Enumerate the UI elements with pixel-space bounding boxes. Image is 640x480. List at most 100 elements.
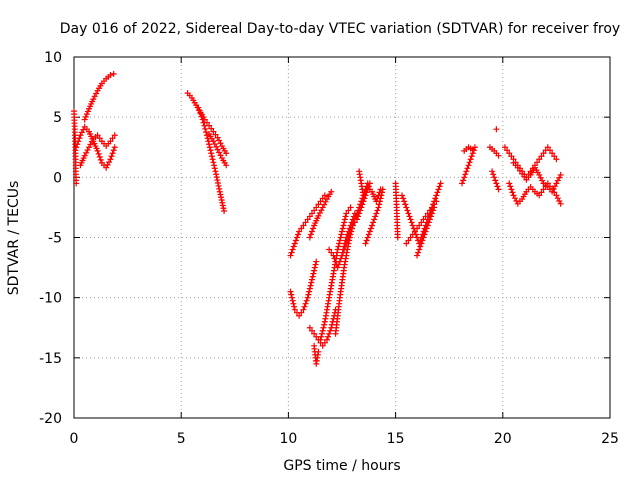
data-point <box>508 153 515 160</box>
series-arc-i <box>287 258 320 319</box>
data-point <box>416 222 423 229</box>
data-point <box>197 110 204 117</box>
data-point <box>407 234 414 241</box>
data-point <box>367 225 374 232</box>
data-point <box>341 216 348 223</box>
data-point <box>292 237 299 244</box>
data-point <box>470 147 477 154</box>
data-point <box>432 195 439 202</box>
x-tick-label: 0 <box>70 431 79 447</box>
data-point <box>110 147 117 154</box>
data-point <box>557 171 564 178</box>
data-point <box>409 222 416 229</box>
data-point <box>201 122 208 129</box>
x-tick-label: 20 <box>494 431 512 447</box>
data-point <box>310 270 317 277</box>
data-point <box>218 197 225 204</box>
data-point <box>416 246 423 253</box>
data-point <box>341 246 348 253</box>
data-point <box>464 165 471 172</box>
data-point <box>378 192 385 199</box>
data-point <box>346 231 353 238</box>
data-point <box>351 216 358 223</box>
data-point <box>111 144 118 151</box>
data-point <box>436 183 443 190</box>
data-point <box>335 261 342 268</box>
data-point <box>318 330 325 337</box>
data-point <box>347 204 354 211</box>
data-point <box>75 138 82 145</box>
data-point <box>490 171 497 178</box>
data-point <box>510 192 517 199</box>
data-point <box>493 126 500 133</box>
data-point <box>538 189 545 196</box>
data-point <box>414 225 421 232</box>
data-point <box>318 333 325 340</box>
data-point <box>306 213 313 220</box>
data-point <box>427 213 434 220</box>
data-point <box>198 113 205 120</box>
data-point <box>308 210 315 217</box>
data-point <box>347 228 354 235</box>
data-point <box>211 162 218 169</box>
series-arc-j <box>306 306 339 349</box>
series-arc-r <box>356 168 371 199</box>
data-point <box>419 237 426 244</box>
series-arc-g <box>206 131 230 169</box>
data-point <box>219 202 226 209</box>
data-point <box>554 177 561 184</box>
data-point <box>81 116 88 123</box>
data-point <box>342 243 349 250</box>
data-point <box>354 210 361 217</box>
data-point <box>426 216 433 223</box>
series-arc-l <box>306 188 335 241</box>
data-point <box>288 249 295 256</box>
data-point <box>495 152 502 159</box>
data-point <box>209 156 216 163</box>
data-point <box>340 249 347 256</box>
data-point <box>406 213 413 220</box>
axis-ticks <box>73 56 611 419</box>
data-point <box>344 237 351 244</box>
chart-title: Day 016 of 2022, Sidereal Day-to-day VTE… <box>60 21 620 37</box>
data-point <box>220 205 227 212</box>
data-point <box>348 225 355 232</box>
data-point <box>489 168 496 175</box>
data-point <box>372 213 379 220</box>
data-point <box>339 228 345 235</box>
data-point <box>83 149 90 156</box>
data-point <box>336 237 343 244</box>
data-point <box>551 183 558 190</box>
data-point <box>313 258 320 265</box>
data-point <box>306 285 313 292</box>
data-point <box>511 195 518 202</box>
data-point <box>210 159 217 166</box>
data-point <box>460 177 467 184</box>
data-point <box>317 336 324 343</box>
data-point <box>308 279 315 286</box>
data-point <box>213 174 220 181</box>
data-point <box>405 237 412 244</box>
series-arc-ad <box>510 159 564 195</box>
data-point <box>213 143 220 150</box>
data-point <box>86 144 93 151</box>
data-point <box>313 333 320 340</box>
data-point <box>291 306 298 313</box>
data-point <box>319 327 326 334</box>
data-point <box>97 156 104 163</box>
data-point <box>96 153 103 160</box>
data-point <box>223 150 230 157</box>
data-point <box>373 210 380 217</box>
data-point <box>308 276 315 283</box>
data-point <box>429 210 436 217</box>
data-point <box>196 107 203 114</box>
data-point <box>504 147 511 154</box>
series-arc-aa <box>493 126 500 133</box>
data-point <box>108 153 115 160</box>
data-point <box>82 113 89 120</box>
data-point <box>95 150 102 157</box>
data-point <box>357 201 364 208</box>
data-point <box>303 297 310 304</box>
data-point <box>320 324 327 331</box>
series-arc-b <box>81 70 117 123</box>
